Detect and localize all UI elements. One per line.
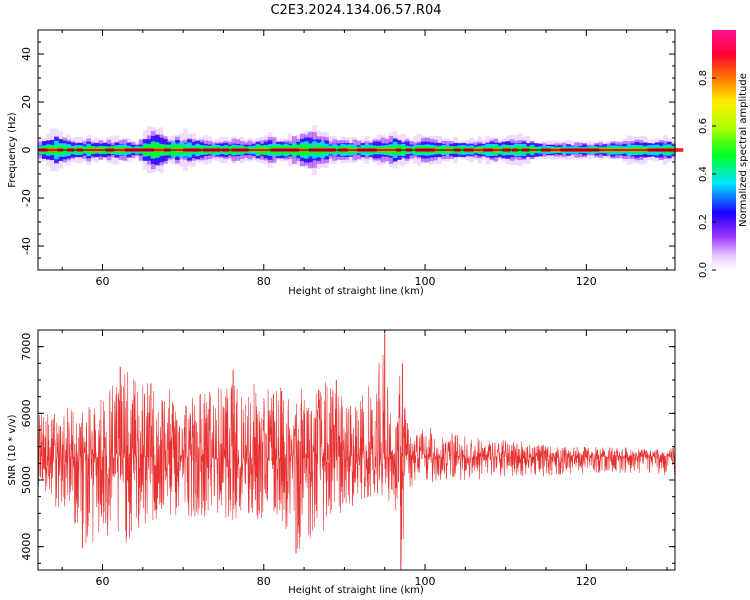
- snr-ticks: 60 80 100 120 4000 5000 6000 7000: [20, 329, 675, 588]
- colorbar-label: Normalized spectral amplitude: [738, 73, 749, 227]
- colorbar: 0.0 0.2 0.4 0.6 0.8 Normalized spectral ampl…: [698, 30, 749, 278]
- spectrogram-y-tick-label: 40: [20, 47, 33, 61]
- snr-spikes: [81, 333, 403, 570]
- spectrogram-y-tick-label: -40: [20, 237, 33, 255]
- snr-frame: [37, 329, 676, 571]
- spectrogram-panel: 60 80 100 120 -40 -20 0 20 40 Height of straight…: [7, 29, 684, 297]
- snr-trace: [37, 354, 676, 565]
- snr-x-tick-label: 80: [257, 575, 271, 588]
- spectrogram-y-axis-label: Frequency (Hz): [7, 112, 18, 188]
- colorbar-ticks: 0.0 0.2 0.4 0.6 0.8: [698, 70, 716, 278]
- spectrogram-x-tick-label: 100: [415, 275, 436, 288]
- figure-title: C2E3.2024.134.06.57.R04: [270, 3, 441, 18]
- colorbar-gradient: [712, 30, 736, 270]
- spectrogram-y-tick-label: -20: [20, 189, 33, 207]
- spectrogram-x-tick-label: 60: [96, 275, 110, 288]
- snr-x-tick-label: 100: [415, 575, 436, 588]
- colorbar-tick-label: 0.2: [698, 214, 709, 230]
- spectrogram-y-tick-label: 0: [20, 147, 33, 154]
- spectrogram-x-tick-label: 80: [257, 275, 271, 288]
- spectrogram-x-axis-label: Height of straight line (km): [288, 286, 424, 297]
- snr-y-tick-label: 5000: [20, 466, 33, 494]
- spectrogram-y-tick-label: 20: [20, 95, 33, 109]
- colorbar-tick-label: 0.4: [698, 166, 709, 182]
- colorbar-tick-label: 0.0: [698, 262, 709, 278]
- snr-panel: 60 80 100 120 4000 5000 6000 7000 Height of str…: [7, 329, 676, 596]
- snr-x-axis-label: Height of straight line (km): [288, 585, 424, 596]
- colorbar-tick-label: 0.8: [698, 70, 709, 86]
- snr-y-tick-label: 4000: [20, 533, 33, 561]
- snr-x-tick-label: 120: [576, 575, 597, 588]
- snr-y-tick-label: 6000: [20, 399, 33, 427]
- snr-y-tick-label: 7000: [20, 333, 33, 361]
- snr-y-axis-label: SNR (10 * v/v): [7, 414, 18, 485]
- spectrogram-ticks: 60 80 100 120 -40 -20 0 20 40: [20, 29, 675, 288]
- colorbar-tick-label: 0.6: [698, 118, 709, 134]
- spectrogram-x-tick-label: 120: [576, 275, 597, 288]
- snr-x-tick-label: 60: [96, 575, 110, 588]
